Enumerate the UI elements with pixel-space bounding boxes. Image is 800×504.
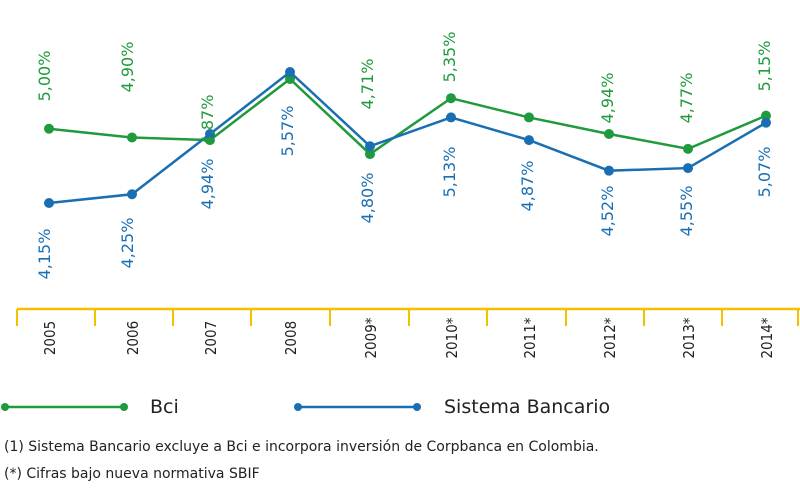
data-point bbox=[604, 129, 614, 140]
data-label-bci: 4,77% bbox=[677, 73, 696, 124]
x-tick-label: 2009* bbox=[362, 317, 380, 358]
x-tick-label: 2011* bbox=[521, 317, 539, 358]
x-tick-label: 2014* bbox=[758, 317, 776, 358]
data-point bbox=[285, 73, 295, 84]
data-point bbox=[446, 93, 456, 104]
x-tick-label: 2012* bbox=[601, 317, 619, 358]
data-point bbox=[127, 132, 137, 143]
data-label-sistema-bancario: 5,13% bbox=[440, 147, 459, 198]
legend-marker-bci-end bbox=[120, 403, 128, 411]
data-label-bci: 5,35% bbox=[440, 32, 459, 83]
data-point bbox=[285, 67, 295, 77]
data-point bbox=[524, 135, 534, 146]
data-point bbox=[365, 141, 375, 152]
data-label-sistema-bancario: 4,25% bbox=[118, 218, 137, 269]
series-line-sistema-bancario bbox=[48, 70, 767, 205]
data-point bbox=[683, 163, 693, 174]
data-label-sistema-bancario: 4,52% bbox=[598, 186, 617, 237]
data-point bbox=[761, 110, 771, 121]
data-point bbox=[761, 117, 771, 128]
data-label-sistema-bancario: 4,55% bbox=[677, 186, 696, 237]
data-point bbox=[205, 129, 215, 140]
footnote-1: (1) Sistema Bancario excluye a Bci e inc… bbox=[4, 439, 599, 455]
x-tick-label: 2007 bbox=[202, 321, 220, 355]
data-label-bci: 4,94% bbox=[598, 73, 617, 124]
legend-marker-sb-start bbox=[294, 403, 302, 411]
data-label-bci: 4,71% bbox=[358, 59, 377, 110]
data-point bbox=[683, 143, 693, 154]
data-label-bci: 4,87% bbox=[198, 95, 217, 146]
footnote-2: (*) Cifras bajo nueva normativa SBIF bbox=[4, 466, 260, 482]
data-label-extra: 5,57% bbox=[278, 106, 297, 157]
data-point bbox=[446, 112, 456, 123]
legend-label-sistema-bancario: Sistema Bancario bbox=[444, 396, 611, 418]
data-label-sistema-bancario: 5,07% bbox=[755, 147, 774, 198]
x-tick-label: 2013* bbox=[680, 317, 698, 358]
data-label-sistema-bancario: 4,15% bbox=[35, 229, 54, 280]
data-point bbox=[604, 165, 614, 176]
data-label-sistema-bancario: 4,87% bbox=[518, 161, 537, 212]
data-point bbox=[44, 198, 54, 208]
series-line-bci bbox=[48, 77, 767, 156]
data-label-extra: 5,00% bbox=[35, 51, 54, 102]
x-tick-label: 2010* bbox=[443, 317, 461, 358]
x-tick-label: 2008 bbox=[282, 321, 300, 355]
data-point bbox=[524, 112, 534, 123]
x-tick-label: 2005 bbox=[41, 321, 59, 355]
x-tick-label: 2006 bbox=[124, 321, 142, 355]
data-label-sistema-bancario: 4,80% bbox=[358, 173, 377, 224]
data-label-extra: 4,90% bbox=[118, 42, 137, 93]
legend-label-bci: Bci bbox=[150, 396, 179, 418]
data-point bbox=[127, 189, 137, 200]
data-label-bci: 5,15% bbox=[755, 41, 774, 92]
legend-marker-sb-end bbox=[413, 403, 421, 411]
legend-marker-bci-start bbox=[1, 403, 9, 411]
data-label-sistema-bancario: 4,94% bbox=[198, 159, 217, 210]
data-point bbox=[365, 149, 375, 160]
data-point bbox=[44, 123, 54, 134]
